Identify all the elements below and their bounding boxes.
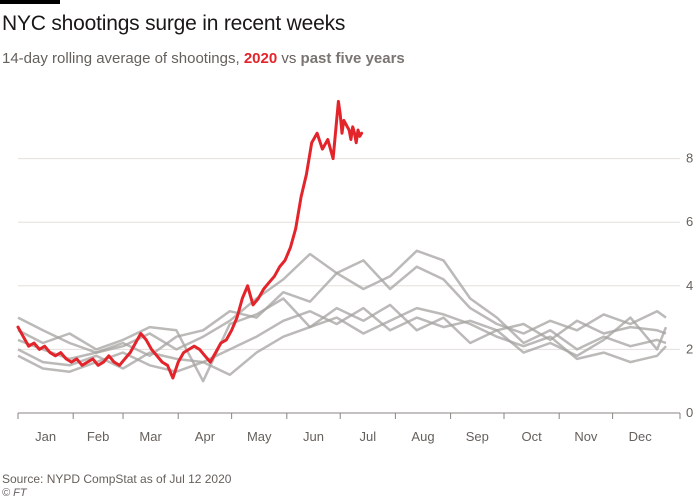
x-tick-label: Feb <box>87 429 109 444</box>
x-tick-label: Dec <box>629 429 653 444</box>
brand-bar <box>0 0 60 4</box>
credit: © FT <box>2 487 27 499</box>
past-year-line-3 <box>17 306 667 370</box>
subtitle-mid: vs <box>277 50 301 67</box>
y-tick-label: 0 <box>686 405 693 420</box>
y-tick-label: 2 <box>686 341 693 356</box>
subtitle-prefix: 14-day rolling average of shootings, <box>2 50 244 67</box>
subtitle-2020-highlight: 2020 <box>243 50 278 67</box>
y-tick-label: 8 <box>686 151 693 166</box>
past-year-line-5 <box>17 297 668 383</box>
past-year-line-1 <box>17 252 667 354</box>
x-tick-label: Jun <box>303 429 324 444</box>
chart-subtitle: 14-day rolling average of shootings, 202… <box>2 50 405 67</box>
x-tick-label: Aug <box>411 429 434 444</box>
x-tick-label: Jul <box>360 429 377 444</box>
past-year-line-2 <box>17 249 667 361</box>
y-tick-label: 6 <box>686 214 693 229</box>
x-tick-label: Oct <box>521 429 542 444</box>
x-tick-label: May <box>247 429 272 444</box>
x-tick-label: Nov <box>574 429 598 444</box>
x-tick-label: Sep <box>466 429 489 444</box>
chart-title: NYC shootings surge in recent weeks <box>2 12 346 35</box>
y-axis: 0 2 4 6 8 <box>686 151 693 420</box>
gridlines <box>18 158 680 414</box>
x-tick-label: Jan <box>35 429 56 444</box>
source-note: Source: NYPD CompStat as of Jul 12 2020 <box>2 472 232 486</box>
series-2020 <box>16 99 364 380</box>
x-tick-label: Mar <box>139 429 162 444</box>
x-tick-label: Apr <box>195 429 216 444</box>
subtitle-past-years-highlight: past five years <box>300 50 405 67</box>
line-2020 <box>16 99 364 380</box>
x-axis: Jan Feb Mar Apr May Jun Jul Aug Sep Oct Nov Dec <box>17 413 681 444</box>
y-tick-label: 4 <box>686 278 693 293</box>
